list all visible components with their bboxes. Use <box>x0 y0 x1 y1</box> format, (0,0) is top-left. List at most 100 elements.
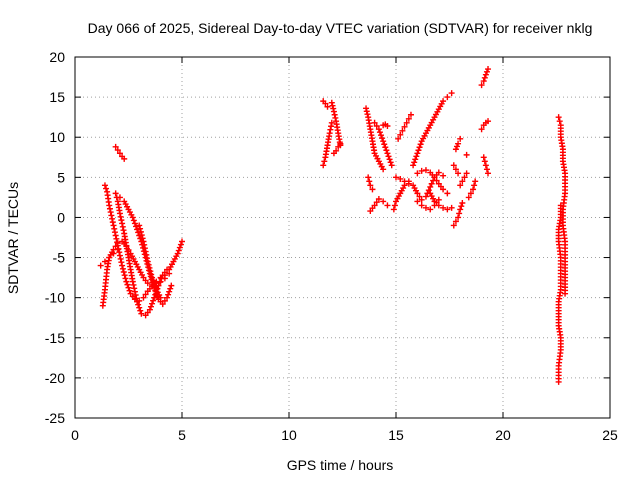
data-point <box>435 169 442 176</box>
data-point <box>132 291 139 298</box>
data-point <box>179 238 185 245</box>
data-point <box>126 287 133 294</box>
data-point <box>155 282 162 289</box>
data-point <box>418 167 425 174</box>
data-point <box>141 245 148 252</box>
data-point <box>117 213 124 220</box>
y-tick-label: 15 <box>49 89 65 105</box>
data-point <box>333 147 340 154</box>
data-point <box>470 186 477 193</box>
y-tick-label: 20 <box>49 49 65 65</box>
data-point <box>387 159 394 166</box>
data-point <box>146 264 153 271</box>
x-axis-label: GPS time / hours <box>287 457 394 473</box>
data-point <box>165 291 172 298</box>
data-point <box>116 252 123 259</box>
data-point <box>380 166 387 173</box>
data-point <box>481 158 488 165</box>
data-point <box>482 71 489 78</box>
data-point <box>125 284 132 291</box>
data-point <box>108 212 115 219</box>
data-point <box>129 214 136 221</box>
x-tick-label: 20 <box>495 427 511 443</box>
data-point <box>107 209 114 216</box>
data-point <box>452 218 459 225</box>
data-point <box>131 288 138 295</box>
data-point <box>150 277 157 284</box>
data-point <box>157 294 164 301</box>
y-tick-label: 5 <box>57 169 65 185</box>
data-point <box>425 187 432 194</box>
data-point <box>395 135 402 142</box>
data-point <box>435 202 442 209</box>
data-point <box>166 288 173 295</box>
data-point <box>478 126 485 133</box>
series-arc-d2 <box>395 111 414 142</box>
data-point <box>137 225 144 232</box>
data-point <box>440 98 447 105</box>
data-point <box>399 127 406 134</box>
data-point <box>331 111 338 118</box>
series-arc-f3 <box>480 154 492 177</box>
data-point <box>330 105 337 112</box>
data-markers <box>97 66 569 385</box>
data-point <box>458 203 465 210</box>
data-point <box>121 155 128 162</box>
data-point <box>375 126 382 133</box>
data-point <box>431 198 438 205</box>
data-point <box>435 196 442 203</box>
x-tick-label: 25 <box>602 427 618 443</box>
data-point <box>365 174 372 181</box>
data-point <box>452 166 459 173</box>
data-point <box>129 278 136 285</box>
data-point <box>140 294 147 301</box>
series-arc-g2 <box>555 114 569 297</box>
data-point <box>329 102 336 109</box>
data-point <box>556 118 563 125</box>
data-point <box>555 114 562 121</box>
data-point <box>427 206 434 213</box>
data-point <box>366 178 373 185</box>
data-point <box>373 199 380 206</box>
data-point <box>379 135 386 142</box>
data-point <box>101 182 108 189</box>
data-point <box>103 185 110 192</box>
series-arc-g1 <box>555 202 564 385</box>
data-point <box>440 204 447 211</box>
data-point <box>471 182 478 189</box>
data-point <box>416 193 423 200</box>
series-arc-e1 <box>450 200 466 229</box>
data-point <box>124 281 131 288</box>
data-point <box>152 283 159 290</box>
series-arc-a3 <box>112 190 171 319</box>
x-tick-labels: 0 5 10 15 20 25 <box>71 427 618 443</box>
data-point <box>411 159 418 166</box>
data-point <box>112 143 119 150</box>
data-point <box>330 108 337 115</box>
data-point <box>472 178 479 185</box>
data-point <box>414 190 421 197</box>
data-point <box>383 147 390 154</box>
data-point <box>455 214 462 221</box>
data-point <box>131 220 138 227</box>
data-point <box>457 206 464 213</box>
data-point <box>414 170 421 177</box>
data-point <box>414 150 421 157</box>
data-point <box>444 190 451 197</box>
data-point <box>422 167 429 174</box>
data-point <box>440 172 447 179</box>
data-point <box>485 170 492 177</box>
data-point <box>562 290 569 297</box>
series-arc-d5 <box>414 167 451 197</box>
data-point <box>106 254 113 261</box>
axis-ticks <box>74 56 611 419</box>
x-tick-label: 5 <box>178 427 186 443</box>
data-point <box>422 193 429 200</box>
data-point <box>391 202 398 209</box>
data-point <box>364 111 371 118</box>
series-arc-d4 <box>393 174 412 187</box>
data-point <box>143 251 150 258</box>
data-point <box>320 162 327 169</box>
